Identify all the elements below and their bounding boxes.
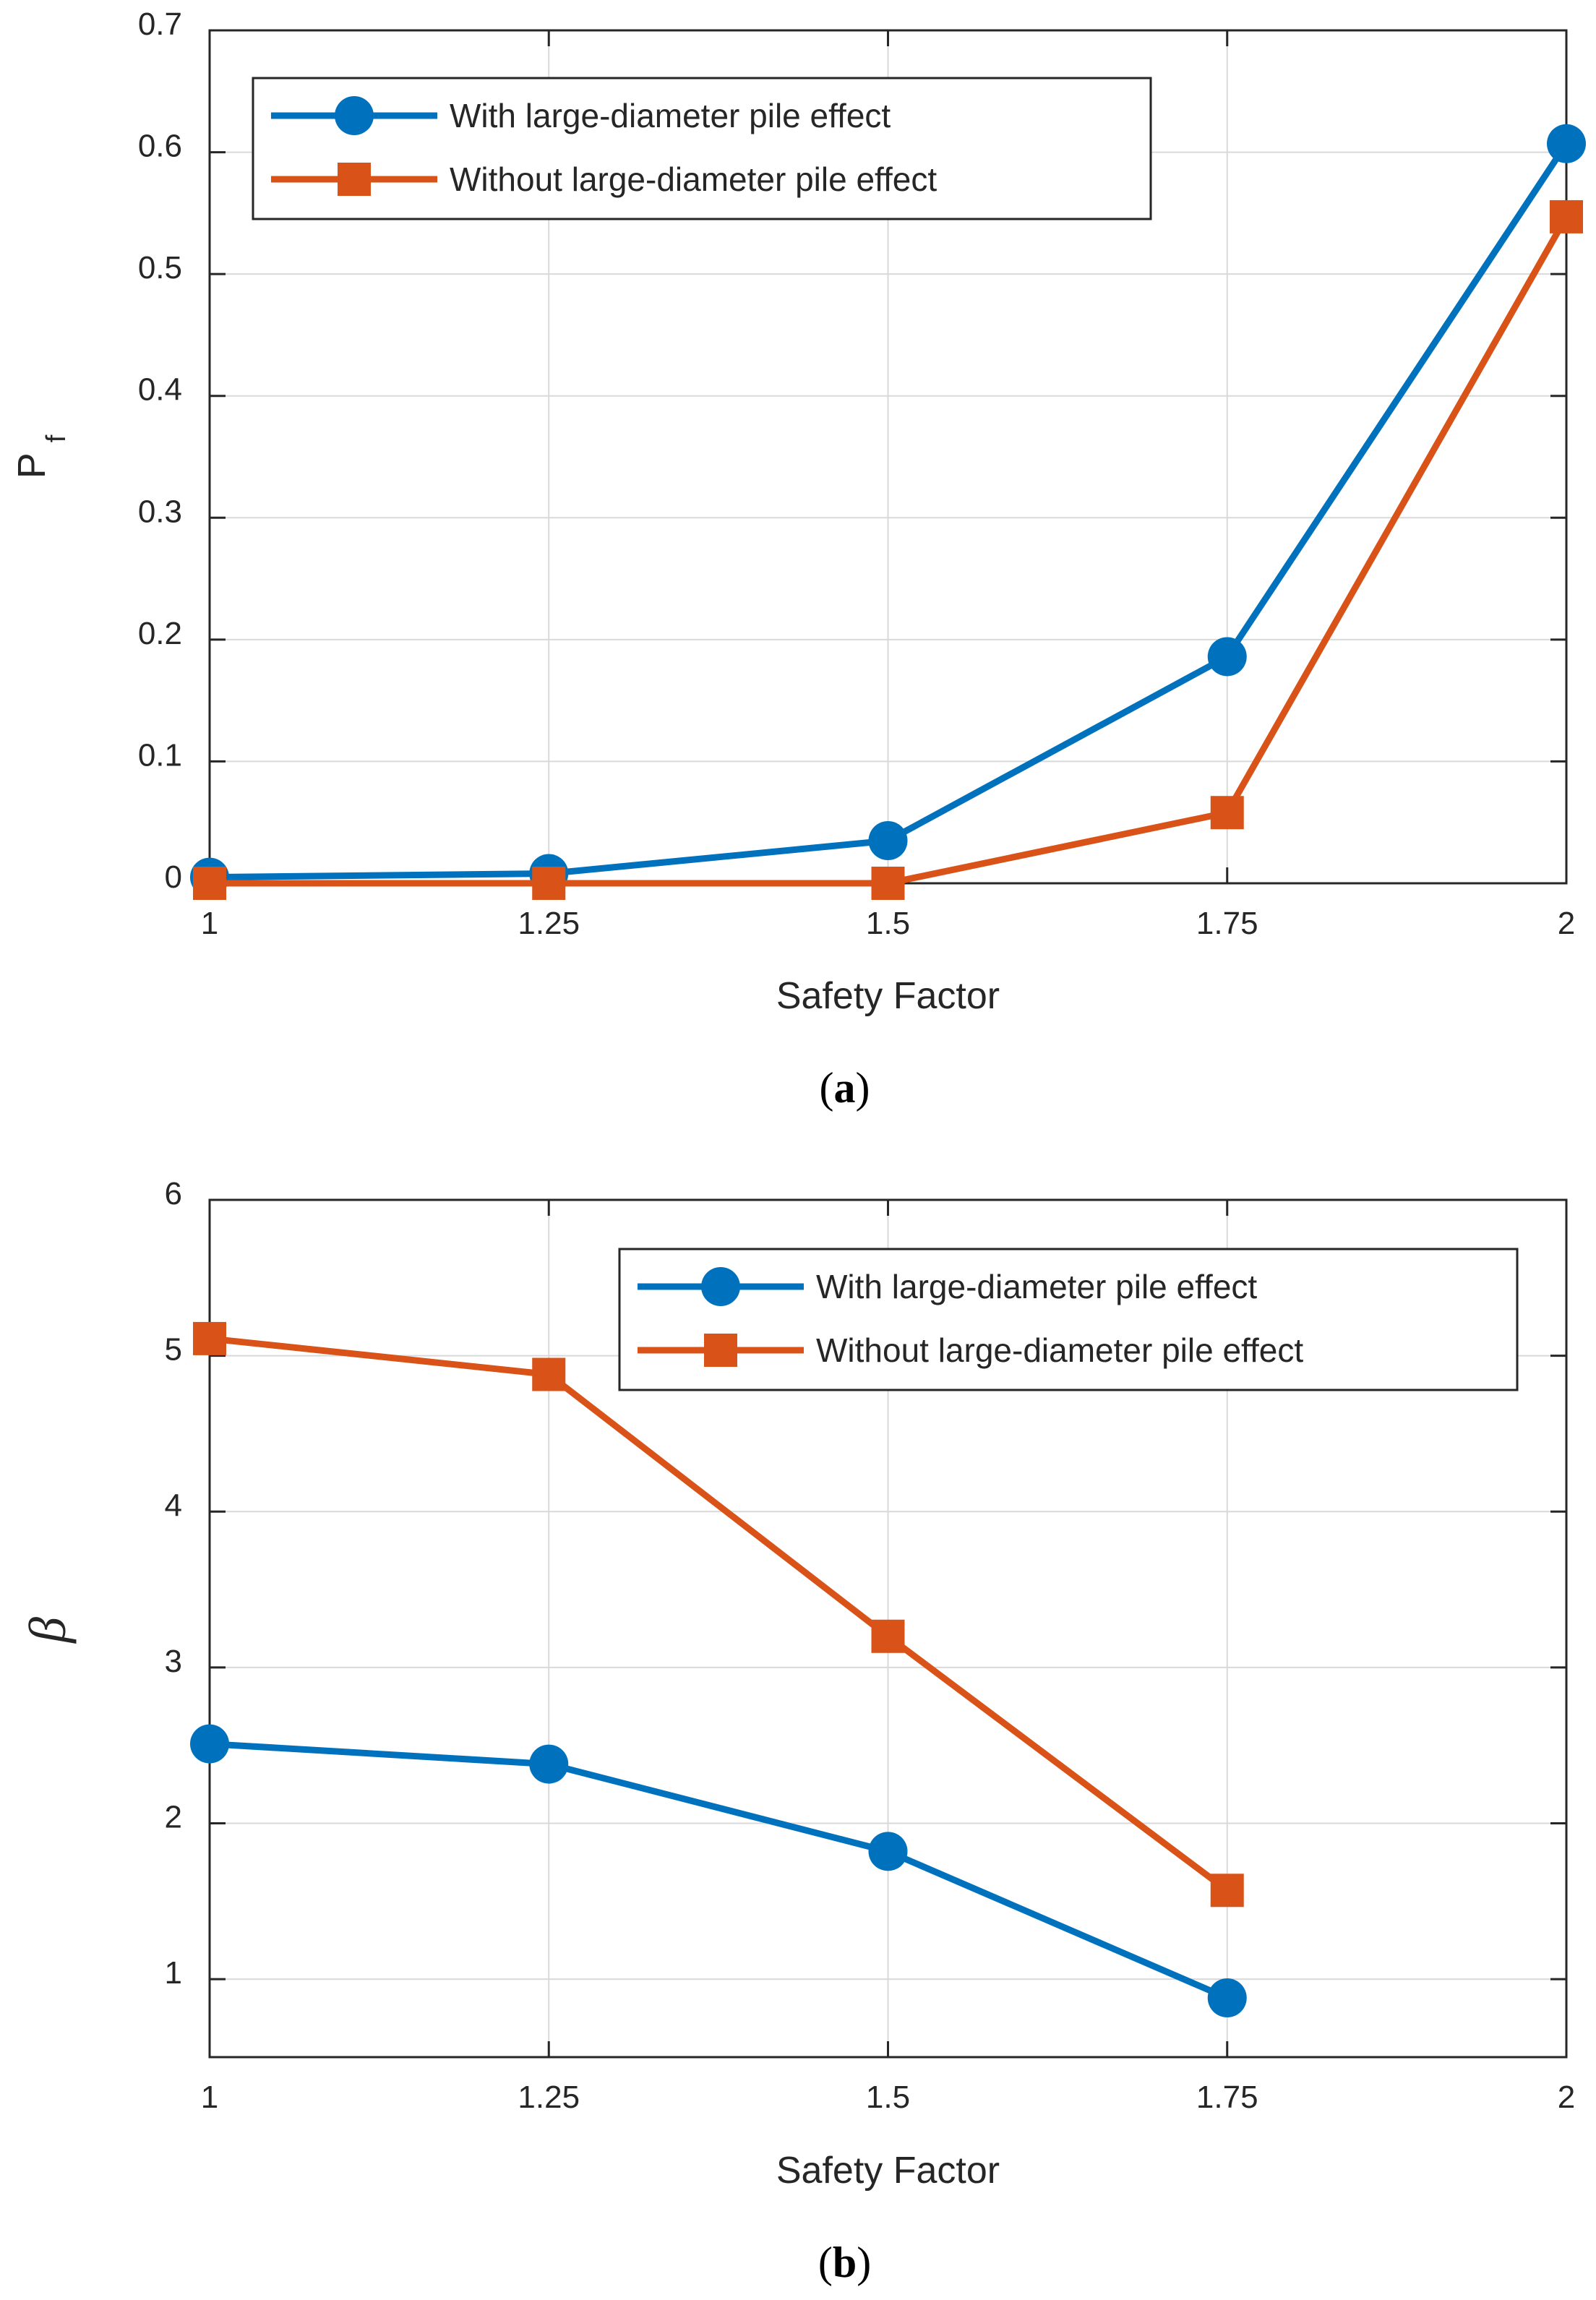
data-point-with-effect: [1207, 1978, 1247, 2018]
panel-label-open: (: [818, 2239, 833, 2286]
panel-label: (a): [820, 1064, 870, 1112]
data-point-with-effect: [868, 821, 908, 860]
data-point-with-effect: [1547, 124, 1586, 163]
panel-label-close: ): [857, 2239, 871, 2286]
panel-label-letter: b: [833, 2239, 857, 2286]
data-point-with-effect: [868, 1832, 908, 1871]
legend-marker-square: [704, 1334, 737, 1367]
x-tick-label: 1.75: [1196, 906, 1258, 941]
y-axis-title-subscript: f: [41, 434, 72, 442]
x-tick-label: 1.5: [866, 906, 910, 941]
legend-marker-circle: [701, 1267, 740, 1306]
data-point-without-effect: [1210, 1874, 1244, 1908]
y-tick-label: 0.3: [138, 494, 182, 529]
legend-label: Without large-diameter pile effect: [816, 1331, 1303, 1369]
x-tick-label: 1.75: [1196, 2080, 1258, 2115]
x-tick-label: 1.5: [866, 2080, 910, 2115]
y-tick-label: 6: [165, 1176, 182, 1211]
y-axis-title-main: P: [10, 452, 53, 479]
x-tick-label: 1.25: [518, 2080, 580, 2115]
x-tick-label: 1.25: [518, 906, 580, 941]
y-tick-label: 0.4: [138, 372, 182, 408]
x-axis-title: Safety Factor: [776, 2150, 1000, 2192]
data-point-without-effect: [1210, 796, 1244, 830]
panel-label-letter: a: [834, 1064, 856, 1112]
legend-box: [618, 1248, 1519, 1391]
x-tick-label: 1: [201, 906, 218, 941]
data-point-without-effect: [193, 1321, 226, 1355]
y-tick-label: 0: [165, 859, 182, 895]
y-axis-title: Pf: [10, 434, 72, 479]
series-line-without-effect: [209, 1335, 1230, 1893]
x-tick-label: 2: [1558, 906, 1575, 941]
x-tick-label: 1: [201, 2080, 218, 2115]
y-tick-label: 0.2: [138, 616, 182, 651]
data-point-with-effect: [529, 1744, 569, 1784]
x-tick-label: 2: [1558, 2080, 1575, 2115]
data-point-with-effect: [1207, 637, 1247, 677]
chart-b: 1 1.25 1.5 1.75 2 1 2 3 4 5 6 Safety Factor β With la…: [19, 1176, 1575, 2286]
y-tick-label: 4: [165, 1488, 182, 1523]
panel-label: (b): [818, 2239, 871, 2286]
chart-a: 1 1.25 1.5 1.75 2 0 0.1 0.2 0.3 0.4 0.5 0.6 0.7 Safet…: [10, 7, 1586, 1112]
legend-marker-square: [338, 163, 371, 196]
data-point-without-effect: [193, 867, 226, 900]
legend-marker-circle: [335, 96, 374, 135]
series-line-with-effect: [209, 1741, 1229, 2001]
y-tick-label: 3: [165, 1644, 182, 1679]
panel-label-close: ): [856, 1064, 870, 1112]
data-point-without-effect: [1550, 199, 1583, 233]
y-tick-label: 2: [165, 1800, 182, 1835]
panel-label-open: (: [820, 1064, 834, 1112]
y-tick-label: 0.5: [138, 250, 182, 286]
y-tick-label: 0.6: [138, 129, 182, 164]
y-tick-label: 0.7: [138, 7, 182, 42]
legend-label: Without large-diameter pile effect: [450, 160, 937, 198]
y-tick-label: 0.1: [138, 737, 182, 773]
y-tick-label: 5: [165, 1332, 182, 1368]
y-tick-label: 1: [165, 1955, 182, 1991]
x-axis-title: Safety Factor: [776, 975, 1000, 1017]
data-point-with-effect: [190, 1724, 229, 1764]
y-axis-title: β: [19, 1617, 77, 1644]
legend-box: [252, 77, 1152, 220]
data-point-without-effect: [871, 1619, 905, 1653]
legend-label: With large-diameter pile effect: [816, 1268, 1257, 1305]
data-point-without-effect: [532, 1357, 566, 1391]
legend-label: With large-diameter pile effect: [450, 97, 891, 134]
data-point-without-effect: [532, 867, 566, 900]
data-point-without-effect: [871, 867, 905, 900]
